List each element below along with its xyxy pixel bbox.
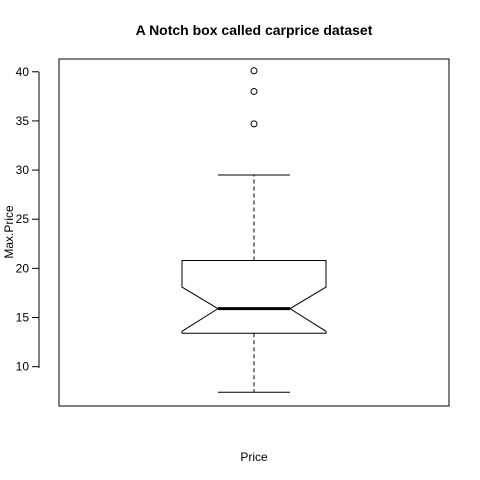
y-tick-label: 30 [16, 163, 30, 177]
notched-box [181, 174, 327, 393]
chart-title: A Notch box called carprice dataset [136, 22, 373, 38]
outlier-point [250, 87, 258, 95]
y-tick-label: 10 [16, 360, 30, 374]
y-tick-label: 25 [16, 212, 30, 226]
plot-frame [58, 58, 450, 407]
y-axis-label: Max.Price [2, 205, 16, 259]
y-tick-label: 35 [16, 114, 30, 128]
box-body [181, 260, 327, 334]
y-tick-label: 15 [16, 311, 30, 325]
y-tick-label: 20 [16, 261, 30, 275]
y-tick-label: 40 [16, 65, 30, 79]
outlier-point [250, 120, 258, 128]
outlier-point [250, 67, 258, 75]
x-axis-label: Price [240, 450, 268, 464]
y-axis-ticks: 10 15 20 25 30 35 40 [16, 65, 39, 374]
outlier-points [250, 67, 258, 128]
